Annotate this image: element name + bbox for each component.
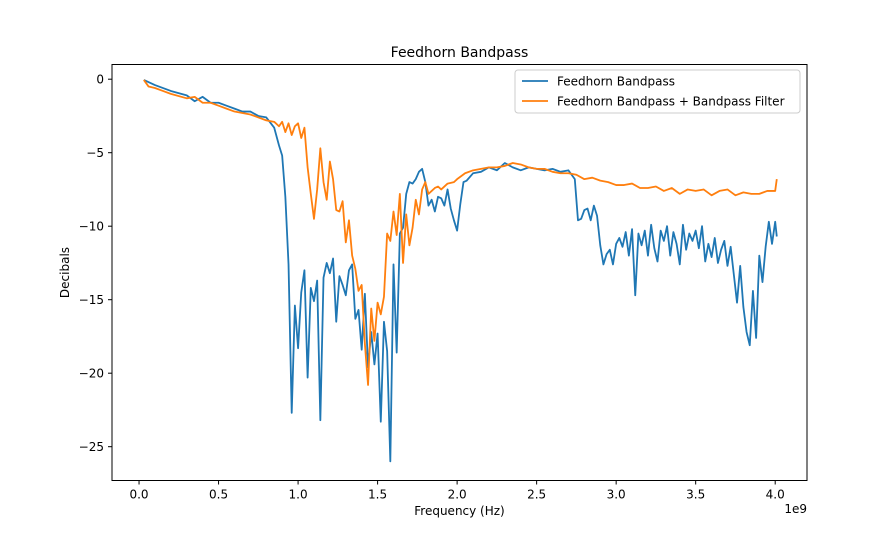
x-tick-label: 0.5 <box>209 488 228 502</box>
y-tick-label: 0 <box>96 73 104 87</box>
chart-title: Feedhorn Bandpass <box>391 45 529 61</box>
x-tick-label: 3.5 <box>686 488 705 502</box>
y-tick-label: −15 <box>79 293 104 307</box>
axes-frame <box>111 64 808 481</box>
y-tick-label: −10 <box>79 220 104 234</box>
x-tick-label: 1.0 <box>289 488 308 502</box>
x-axis-offset-label: 1e9 <box>784 502 807 516</box>
y-axis-label: Decibals <box>58 247 72 298</box>
x-tick-label: 3.0 <box>607 488 626 502</box>
series-line-1 <box>143 79 778 386</box>
x-axis: 0.0 0.5 1.0 1.5 2.0 2.5 3.0 3.5 4.0 <box>129 480 785 502</box>
legend-label-feedhorn-filter: Feedhorn Bandpass + Bandpass Filter <box>557 95 785 109</box>
legend: Feedhorn Bandpass Feedhorn Bandpass + Ba… <box>514 69 801 114</box>
y-tick-label: −5 <box>86 146 104 160</box>
y-tick-label: −25 <box>79 440 104 454</box>
legend-label-feedhorn: Feedhorn Bandpass <box>557 75 675 89</box>
plot-area <box>111 64 808 481</box>
legend-box <box>514 69 801 114</box>
x-axis-label: Frequency (Hz) <box>414 504 505 518</box>
series-layer <box>143 79 778 463</box>
x-tick-label: 2.0 <box>448 488 467 502</box>
x-tick-label: 4.0 <box>766 488 785 502</box>
y-tick-label: −20 <box>79 367 104 381</box>
series-line-0 <box>143 79 778 463</box>
x-tick-label: 1.5 <box>368 488 387 502</box>
x-tick-label: 0.0 <box>129 488 148 502</box>
x-tick-label: 2.5 <box>527 488 546 502</box>
y-axis: 0 −5 −10 −15 −20 −25 <box>79 73 112 454</box>
